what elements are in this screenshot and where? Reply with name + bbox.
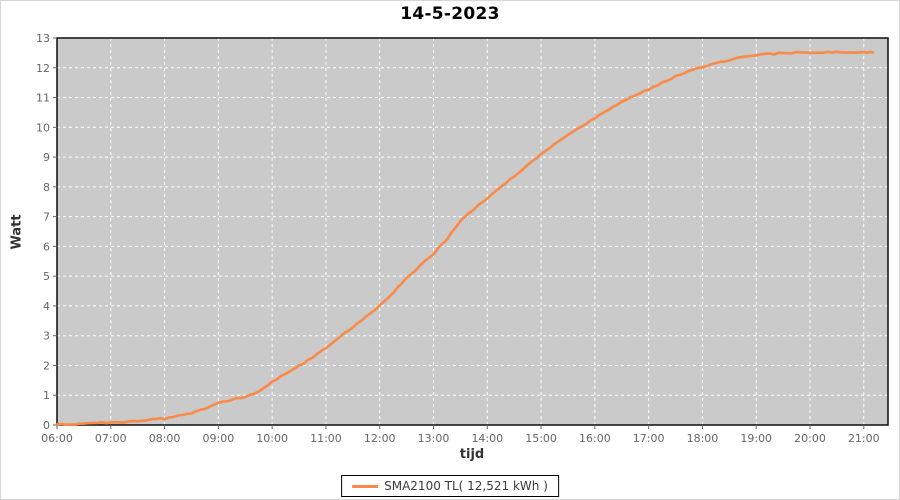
y-tick-label: 10 bbox=[36, 121, 50, 134]
x-tick-label: 17:00 bbox=[633, 432, 665, 445]
x-tick-label: 14:00 bbox=[471, 432, 503, 445]
legend-label: SMA2100 TL( 12,521 kWh ) bbox=[384, 479, 548, 493]
series-line bbox=[55, 50, 875, 427]
x-tick-label: 13:00 bbox=[418, 432, 450, 445]
y-tick-label: 9 bbox=[43, 151, 50, 164]
plot-border bbox=[56, 37, 889, 426]
x-tick-label: 19:00 bbox=[740, 432, 772, 445]
x-tick-label: 07:00 bbox=[95, 432, 127, 445]
x-tick-label: 18:00 bbox=[687, 432, 719, 445]
chart-title: 14-5-2023 bbox=[400, 4, 500, 24]
legend-line-swatch bbox=[352, 484, 379, 488]
y-tick-label: 12 bbox=[36, 62, 50, 75]
x-tick-label: 20:00 bbox=[794, 432, 826, 445]
y-tick-label: 3 bbox=[43, 330, 50, 343]
x-tick-label: 06:00 bbox=[41, 432, 73, 445]
legend: SMA2100 TL( 12,521 kWh ) bbox=[341, 475, 559, 497]
x-tick-label: 10:00 bbox=[256, 432, 288, 445]
y-tick-label: 4 bbox=[43, 300, 50, 313]
y-tick-label: 6 bbox=[43, 240, 50, 253]
y-tick-label: 0 bbox=[43, 419, 50, 432]
x-tick-label: 16:00 bbox=[579, 432, 611, 445]
x-axis-label: tijd bbox=[459, 447, 485, 462]
y-tick-label: 1 bbox=[43, 389, 50, 402]
y-tick-label: 2 bbox=[43, 359, 50, 372]
x-tick-label: 15:00 bbox=[525, 432, 557, 445]
plot-background bbox=[57, 38, 888, 425]
x-tick-label: 21:00 bbox=[848, 432, 880, 445]
y-tick-label: 13 bbox=[36, 32, 50, 45]
y-tick-label: 8 bbox=[43, 181, 50, 194]
y-tick-label: 7 bbox=[43, 211, 50, 224]
x-tick-label: 08:00 bbox=[149, 432, 181, 445]
x-tick-label: 09:00 bbox=[203, 432, 235, 445]
x-tick-label: 11:00 bbox=[310, 432, 342, 445]
y-tick-label: 5 bbox=[43, 270, 50, 283]
y-tick-label: 11 bbox=[36, 92, 50, 105]
x-tick-label: 12:00 bbox=[364, 432, 396, 445]
y-axis-label: Watt bbox=[9, 214, 25, 250]
